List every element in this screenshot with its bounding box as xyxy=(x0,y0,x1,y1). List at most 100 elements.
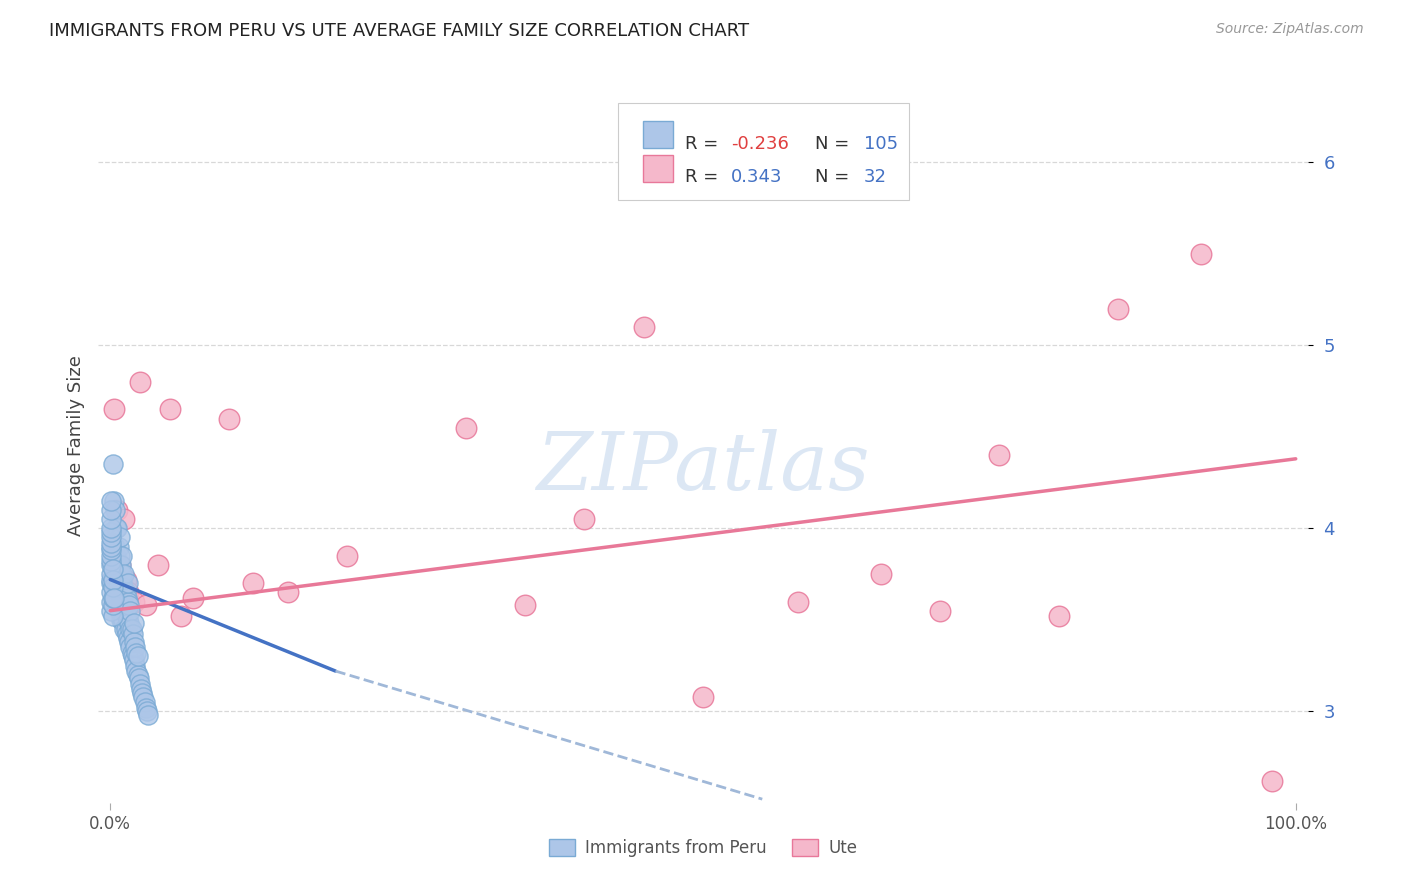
Text: 0.343: 0.343 xyxy=(731,168,782,186)
Point xyxy=(112,613,135,627)
Point xyxy=(1189,247,1212,261)
Point xyxy=(633,320,655,334)
Point xyxy=(135,598,157,612)
Point xyxy=(100,585,122,599)
Point xyxy=(114,604,136,618)
Point xyxy=(1107,301,1129,316)
Point xyxy=(121,627,143,641)
Point xyxy=(118,634,141,648)
Point xyxy=(120,604,142,618)
Point xyxy=(136,708,159,723)
Point xyxy=(124,640,146,655)
Point xyxy=(108,558,131,572)
Point xyxy=(121,649,143,664)
Text: -0.236: -0.236 xyxy=(731,136,789,153)
Point xyxy=(105,567,128,582)
Point xyxy=(120,640,142,655)
Point xyxy=(107,604,129,618)
Point xyxy=(100,531,122,545)
Point xyxy=(125,646,148,660)
Point xyxy=(100,503,122,517)
Point xyxy=(118,616,141,631)
Point xyxy=(120,622,142,636)
Point xyxy=(100,521,122,535)
Point xyxy=(132,690,155,704)
Point xyxy=(117,594,139,608)
Point xyxy=(121,646,143,660)
Point xyxy=(100,604,122,618)
Point xyxy=(100,576,122,591)
Point xyxy=(101,573,124,587)
Point xyxy=(242,576,264,591)
Point xyxy=(101,591,124,605)
Point xyxy=(120,594,142,608)
Point xyxy=(114,567,136,582)
Point xyxy=(135,700,157,714)
Text: 32: 32 xyxy=(863,168,887,186)
Text: R =: R = xyxy=(685,136,724,153)
Point xyxy=(929,604,952,618)
Point xyxy=(105,521,128,535)
Point xyxy=(111,549,134,563)
Point xyxy=(110,558,132,572)
Legend: Immigrants from Peru, Ute: Immigrants from Peru, Ute xyxy=(540,831,866,866)
Point xyxy=(103,591,125,605)
Point xyxy=(100,524,122,539)
Point xyxy=(100,543,122,558)
Point xyxy=(124,658,146,673)
Point xyxy=(103,567,125,582)
Point xyxy=(1261,773,1284,788)
Point xyxy=(136,704,159,718)
Point xyxy=(115,627,138,641)
Point xyxy=(101,580,124,594)
Point xyxy=(112,580,135,594)
Point xyxy=(105,503,128,517)
Point xyxy=(108,567,131,582)
Point xyxy=(111,567,134,582)
Point xyxy=(127,649,149,664)
Point xyxy=(118,598,141,612)
Point xyxy=(111,576,134,591)
FancyBboxPatch shape xyxy=(643,121,673,148)
Point xyxy=(101,558,124,572)
Point xyxy=(108,531,131,545)
Point xyxy=(988,448,1011,462)
Point xyxy=(146,558,169,572)
Point xyxy=(107,567,129,582)
Point xyxy=(108,585,131,599)
Text: 105: 105 xyxy=(863,136,898,153)
Point xyxy=(117,585,139,599)
Point xyxy=(117,631,139,645)
Point xyxy=(129,375,152,389)
Point xyxy=(103,585,125,599)
Point xyxy=(336,549,359,563)
Point xyxy=(100,554,122,568)
Point xyxy=(114,622,136,636)
Point xyxy=(100,512,122,526)
Point xyxy=(125,664,148,678)
Point xyxy=(110,613,132,627)
Point xyxy=(104,540,127,554)
Point xyxy=(111,604,134,618)
Point xyxy=(114,585,136,599)
Point xyxy=(869,567,891,582)
Point xyxy=(111,576,134,591)
Point xyxy=(101,598,124,612)
Y-axis label: Average Family Size: Average Family Size xyxy=(66,356,84,536)
Text: N =: N = xyxy=(815,168,855,186)
Point xyxy=(100,573,122,587)
Point xyxy=(105,576,128,591)
Point xyxy=(100,549,122,563)
Point xyxy=(101,561,124,575)
Point xyxy=(114,604,136,618)
Point xyxy=(277,585,299,599)
Point xyxy=(122,653,145,667)
Point xyxy=(454,420,477,434)
Text: ZIPatlas: ZIPatlas xyxy=(536,429,870,506)
Point xyxy=(114,585,136,599)
Point xyxy=(108,549,131,563)
Point xyxy=(1047,609,1070,624)
Point xyxy=(110,576,132,591)
Point xyxy=(105,594,128,608)
Point xyxy=(114,573,136,587)
